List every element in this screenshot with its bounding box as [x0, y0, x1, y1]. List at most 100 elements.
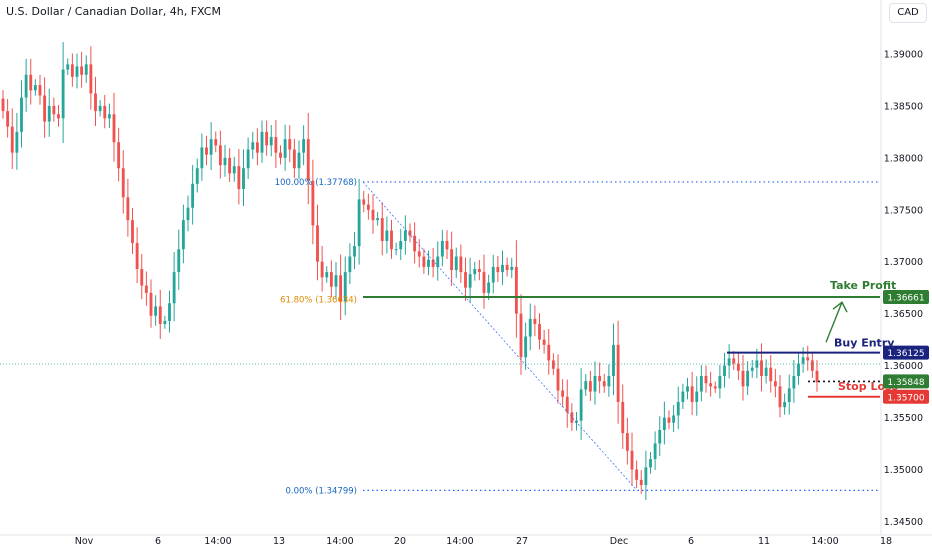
candle-body — [760, 360, 763, 376]
candle-body — [570, 412, 574, 423]
price-tick-label: 1.34500 — [884, 517, 923, 528]
candle-body — [80, 66, 84, 75]
candle-body — [218, 145, 222, 166]
candle-body — [723, 365, 726, 376]
candle-body — [246, 149, 250, 169]
candle-body — [325, 272, 329, 278]
candle-body — [672, 415, 676, 423]
candle-body — [255, 142, 259, 153]
price-tick-label: 1.37500 — [884, 205, 923, 216]
candle-body — [584, 381, 588, 390]
candle-body — [94, 93, 97, 112]
candle-body — [681, 391, 685, 402]
candle-body — [191, 183, 195, 208]
price-tick-label: 1.35000 — [884, 465, 923, 476]
candle-body — [510, 266, 514, 271]
candle-body — [496, 266, 500, 273]
candle-body — [366, 204, 370, 210]
candle-body — [15, 131, 19, 153]
candle-body — [436, 256, 440, 267]
candle-body — [177, 249, 181, 273]
candle-body — [140, 268, 144, 286]
arrow-shaft — [825, 301, 843, 343]
candle-body — [47, 105, 51, 122]
candle-body — [482, 272, 486, 293]
time-tick-label: 14:00 — [326, 536, 353, 547]
candle-body — [732, 358, 736, 364]
time-tick-label: 14:00 — [204, 536, 231, 547]
candle-body — [806, 357, 810, 361]
trade-annotations: 100.00% (1.37768) 0.00% (1.34799) 61.80% (… — [0, 178, 929, 496]
candle-body — [519, 313, 523, 358]
candle-body — [505, 264, 509, 271]
time-tick-label: 6 — [688, 536, 694, 547]
candle-body — [371, 209, 375, 221]
time-tick-label: 18 — [880, 536, 892, 547]
time-tick-label: 11 — [758, 536, 770, 547]
candle-body — [306, 139, 310, 181]
price-axis[interactable]: 1.34500 1.35000 1.35500 1.36000 1.36500 1.370… — [880, 0, 923, 535]
candle-body — [514, 266, 518, 314]
time-tick-label: 6 — [155, 536, 161, 547]
candle-body — [214, 139, 218, 146]
current-price-tag-bg — [883, 374, 929, 389]
candle-body — [279, 152, 282, 158]
candle-body — [339, 275, 343, 302]
candle-body — [353, 246, 356, 257]
candle-body — [533, 318, 537, 325]
price-tick-label: 1.37000 — [884, 257, 923, 268]
candle-body — [653, 443, 657, 460]
candle-body — [773, 381, 777, 387]
candle-body — [107, 114, 111, 119]
candle-body — [186, 207, 190, 221]
candle-body — [612, 344, 615, 376]
candle-body — [209, 139, 213, 155]
candle-body — [29, 74, 33, 91]
currency-button[interactable]: CAD — [889, 3, 927, 23]
candle-body — [33, 85, 37, 91]
candle-body — [237, 166, 241, 190]
candle-body — [736, 363, 740, 371]
chart-title: U.S. Dollar / Canadian Dollar, 4h, FXCM — [6, 5, 221, 18]
candle-body — [667, 417, 671, 423]
candle-body — [431, 259, 435, 267]
candle-body — [316, 225, 319, 262]
candle-body — [200, 147, 204, 169]
candle-body — [699, 375, 703, 392]
candle-body — [232, 166, 236, 174]
candle-body — [24, 74, 28, 98]
candle-body — [454, 256, 458, 271]
candle-body — [38, 85, 42, 96]
candle-body — [343, 272, 347, 302]
candle-body — [251, 142, 255, 150]
candle-body — [718, 375, 722, 389]
candle-body — [810, 360, 814, 371]
candle-body — [168, 303, 171, 321]
candle-body — [801, 357, 805, 364]
candle-body — [265, 131, 269, 146]
candle-body — [98, 105, 102, 112]
candle-body — [750, 367, 754, 371]
candle-body — [274, 137, 278, 153]
candle-body — [635, 469, 639, 480]
candle-body — [741, 370, 745, 387]
candle-body — [70, 64, 74, 77]
candle-body — [195, 168, 199, 184]
candle-body — [112, 114, 116, 143]
candle-body — [690, 386, 694, 402]
candle-body — [1, 98, 5, 112]
buy-entry-label: Buy Entry — [834, 337, 894, 350]
candle-body — [797, 363, 800, 376]
candle-body — [769, 367, 773, 382]
candle-body — [422, 256, 426, 267]
buy-entry-price-tag: 1.36125 — [887, 349, 924, 359]
candle-body — [542, 339, 546, 345]
candle-body — [403, 230, 407, 241]
candle-body — [149, 292, 153, 316]
candle-body — [440, 240, 444, 257]
take-profit-label: Take Profit — [830, 279, 896, 292]
candle-body — [292, 149, 296, 169]
time-axis[interactable]: Nov 6 14:00 13 14:00 20 14:00 27 Dec 6 11 14:00 18 — [0, 534, 932, 547]
candle-body — [477, 268, 481, 273]
